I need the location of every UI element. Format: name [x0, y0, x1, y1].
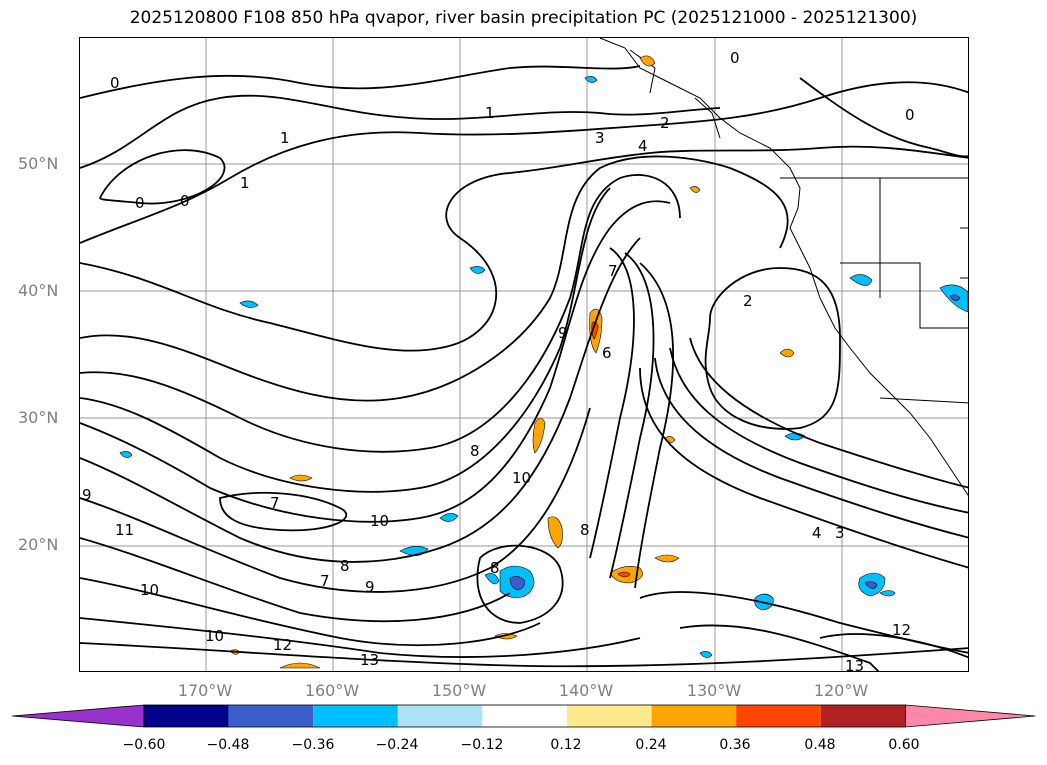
- contour-label: 0: [135, 194, 145, 212]
- colorbar-segments: [11, 704, 1036, 728]
- contour-label: 2: [743, 292, 753, 310]
- precip-negative: [119, 76, 968, 658]
- colorbar-segment: [736, 705, 821, 727]
- contour-label: 1: [240, 174, 250, 192]
- contour-label: 3: [835, 524, 845, 542]
- colorbar-tick: 0.60: [888, 737, 920, 753]
- contour-label: 9: [558, 324, 568, 342]
- contour-label: 13: [845, 657, 864, 672]
- contour-label: 7: [608, 262, 618, 280]
- contour-label: 4: [638, 137, 648, 155]
- colorbar-tick: 0.24: [635, 737, 667, 753]
- map-title: 2025120800 F108 850 hPa qvapor, river ba…: [129, 8, 918, 28]
- colorbar-extend-high: [905, 704, 1036, 728]
- contour-label: 10: [140, 581, 159, 599]
- contour-label: 0: [110, 74, 120, 92]
- contour-label: 7: [270, 494, 280, 512]
- contour-label: 9: [82, 486, 92, 504]
- colorbar-tick: 0.12: [550, 737, 582, 753]
- contour-label: 10: [512, 469, 531, 487]
- contour-label: 9: [365, 578, 375, 596]
- colorbar-segment: [313, 705, 398, 727]
- contour-label: 10: [370, 512, 389, 530]
- lon-label: 160°W: [304, 681, 360, 700]
- contour-label: 4: [812, 524, 822, 542]
- colorbar-tick: −0.48: [206, 737, 250, 753]
- map-canvas: 0 1 1 0 0 1 2 3 4 0 2 7 6 9 10 8 7 8 10 …: [80, 38, 968, 672]
- contour-label: 7: [320, 572, 330, 590]
- lat-label: 40°N: [18, 281, 59, 300]
- coastline: [599, 38, 968, 496]
- colorbar-tick: −0.36: [291, 737, 335, 753]
- colorbar-outline: [143, 704, 906, 728]
- contour-label: 0: [905, 106, 915, 124]
- map-panel: 0 1 1 0 0 1 2 3 4 0 2 7 6 9 10 8 7 8 10 …: [79, 37, 969, 672]
- contour-label: 6: [602, 344, 612, 362]
- precip-positive: [229, 55, 795, 669]
- contour-label: 13: [360, 651, 379, 669]
- contour-label: 8: [580, 521, 590, 539]
- colorbar-segment: [820, 705, 906, 727]
- contour-label: 1: [485, 104, 495, 122]
- colorbar-segment: [144, 705, 229, 727]
- contour-label: 1: [280, 129, 290, 147]
- colorbar-tick: −0.24: [375, 737, 419, 753]
- colorbar-tick: 0.36: [719, 737, 751, 753]
- contour-label: 3: [595, 129, 605, 147]
- contour-label: 10: [205, 627, 224, 645]
- colorbar-extend-low: [11, 704, 145, 728]
- colorbar: [11, 704, 1036, 728]
- lon-label: 140°W: [558, 681, 614, 700]
- colorbar-segment: [651, 705, 737, 727]
- contour-label: 8: [340, 557, 350, 575]
- lon-label: 150°W: [431, 681, 487, 700]
- colorbar-segment: [228, 705, 314, 727]
- colorbar-segment: [567, 705, 652, 727]
- contour-label: 11: [115, 521, 134, 539]
- lat-label: 30°N: [18, 408, 59, 427]
- contour-labels: 0 1 1 0 0 1 2 3 4 0 2 7 6 9 10 8 7 8 10 …: [82, 49, 915, 672]
- colorbar-tick: −0.60: [122, 737, 166, 753]
- contour-label: 0: [180, 192, 190, 210]
- contour-label: 2: [660, 114, 670, 132]
- lat-label: 20°N: [18, 535, 59, 554]
- contour-label: 12: [273, 636, 292, 654]
- contour-label: 8: [470, 442, 480, 460]
- contour-label: 12: [892, 621, 911, 639]
- qvapor-contours: [80, 65, 968, 671]
- lat-label: 50°N: [18, 154, 59, 173]
- contour-label: 8: [490, 559, 500, 577]
- lon-label: 170°W: [177, 681, 233, 700]
- colorbar-tick: −0.12: [460, 737, 504, 753]
- lon-label: 130°W: [686, 681, 742, 700]
- colorbar-segment: [482, 705, 567, 727]
- contour-label: 0: [730, 49, 740, 67]
- colorbar-segment: [397, 705, 483, 727]
- colorbar-tick: 0.48: [804, 737, 836, 753]
- lon-label: 120°W: [813, 681, 869, 700]
